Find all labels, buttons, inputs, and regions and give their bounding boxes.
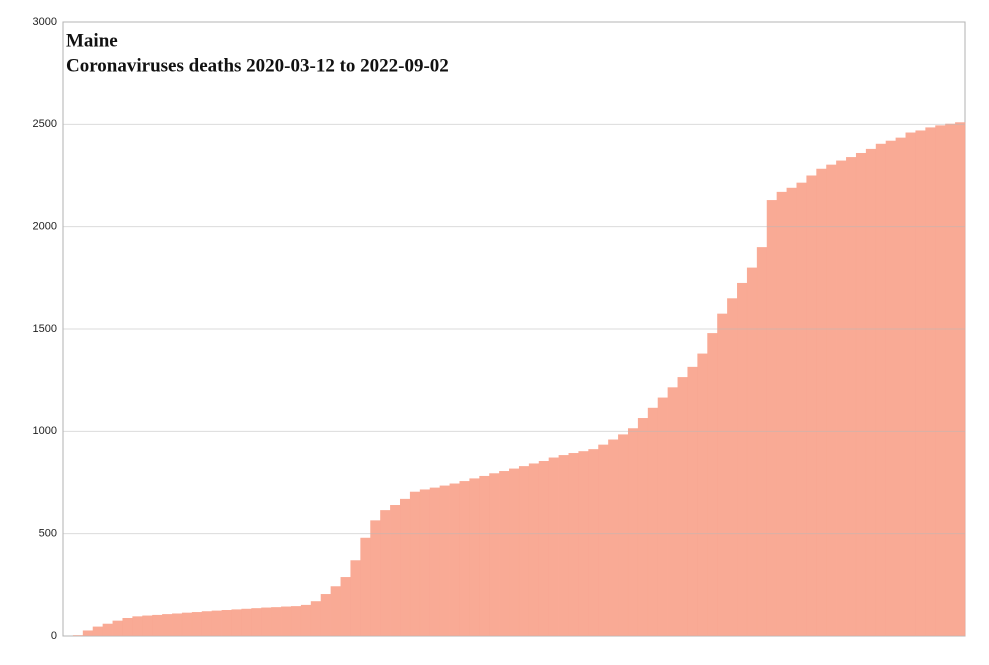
y-tick-label: 2500 [33,118,57,130]
bar [895,137,906,637]
bar [370,520,381,636]
y-tick-label: 1000 [33,425,57,437]
bar [112,620,123,636]
bar [231,609,242,636]
bar [142,615,153,636]
bar [528,463,540,636]
bar [717,313,728,636]
bar [82,630,94,636]
bar [925,127,936,637]
bar [865,148,877,637]
bar [608,439,619,636]
bar [578,451,589,636]
bar [647,407,659,636]
bar [489,473,500,636]
bar [340,577,351,636]
bar [360,537,371,636]
bar [499,471,510,636]
bar [786,187,797,636]
bar [756,247,768,636]
bar [241,608,252,636]
bar [766,200,777,636]
bar [181,612,193,636]
bar [122,617,133,636]
bar [627,428,639,636]
bar [945,123,956,636]
bar [915,130,926,636]
bar [132,616,143,636]
bar [846,157,857,636]
bar [558,455,569,636]
bar [380,510,391,636]
bar [310,601,322,636]
bar [92,626,103,636]
bar [618,434,629,636]
bar [419,489,431,636]
bar [439,485,450,636]
bar [727,298,738,636]
bar [290,606,302,636]
bar [152,614,163,636]
bar [320,594,331,636]
bar [330,586,341,636]
bar [538,461,549,636]
bar [350,560,361,636]
y-tick-label: 1500 [33,323,57,335]
bar [707,333,718,636]
chart-subtitle: Coronaviruses deaths 2020-03-12 to 2022-… [66,55,449,76]
bar [390,505,401,636]
bar [697,353,708,636]
bar [885,140,896,636]
bar [449,483,460,636]
bar [409,491,421,636]
bar [261,607,272,636]
bar [588,449,599,636]
bar [737,282,748,636]
bar [429,487,440,636]
bar [221,610,232,636]
bar [251,608,262,636]
bar [598,444,609,636]
bar [271,607,282,636]
bar [687,366,698,636]
bar [746,267,758,636]
bar [667,387,678,636]
bar [826,164,837,637]
bar [568,453,579,636]
bar [191,612,203,636]
bar [300,604,312,636]
bar [548,457,559,636]
chart-title: Maine [66,30,118,51]
bar [816,168,827,636]
bar [637,418,649,636]
bar [677,377,688,636]
bar [905,132,916,636]
bar [162,614,173,636]
bar [875,143,887,636]
bar [281,606,292,636]
bar [211,610,222,636]
bar [400,498,411,636]
bar [479,475,490,636]
bar [469,478,480,636]
y-tick-label: 2000 [33,221,57,233]
bar [935,125,946,637]
bar [172,613,183,636]
bar [459,481,470,636]
bar [806,175,817,636]
bar [855,152,867,636]
bar [955,122,966,636]
y-tick-label: 3000 [33,16,57,28]
y-tick-label: 0 [51,630,57,642]
bar [102,623,113,636]
bar [836,160,847,636]
bar [776,191,787,636]
bar [518,466,530,636]
y-tick-label: 500 [39,528,57,540]
bar [657,397,668,636]
bar [796,182,807,636]
bar [201,611,212,636]
bar [509,468,520,636]
